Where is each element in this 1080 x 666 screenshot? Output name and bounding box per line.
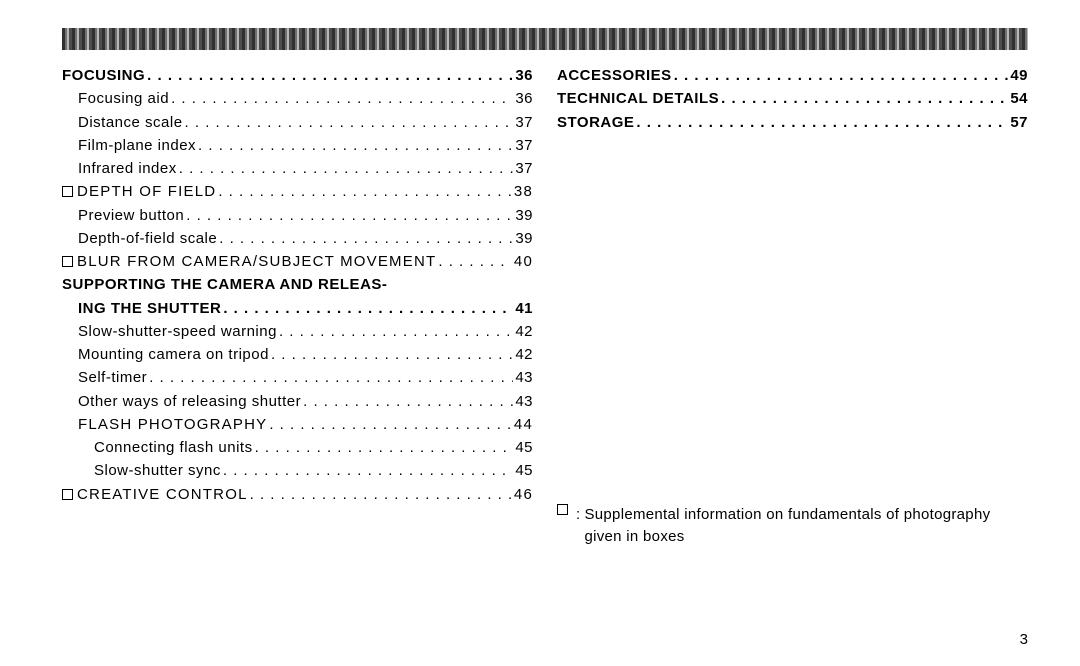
toc-columns: FOCUSING 36 Focusing aid 36 Distance scale 37… [62, 64, 1028, 549]
toc-entry: TECHNICAL DETAILS 54 [557, 87, 1028, 110]
toc-entry: FLASH PHOTOGRAPHY 44 [62, 413, 533, 436]
toc-entry-label: Slow-shutter sync [94, 459, 221, 482]
toc-entry-page: 36 [515, 64, 533, 87]
toc-entry: Film-plane index 37 [62, 134, 533, 157]
toc-entry-label: STORAGE [557, 111, 634, 134]
toc-entry-page: 40 [514, 250, 533, 273]
toc-entry: Preview button 39 [62, 204, 533, 227]
dot-leader [218, 180, 512, 203]
toc-entry-page: 39 [515, 204, 533, 227]
toc-entry-page: 37 [515, 157, 533, 180]
toc-entry-page: 41 [515, 297, 533, 320]
dot-leader [185, 111, 514, 134]
toc-entry-label: BLUR FROM CAMERA/SUBJECT MOVEMENT [62, 250, 436, 273]
toc-entry-page: 39 [515, 227, 533, 250]
toc-entry: Depth-of-field scale 39 [62, 227, 533, 250]
toc-entry: Infrared index 37 [62, 157, 533, 180]
toc-entry-page: 43 [515, 366, 533, 389]
dot-leader [223, 297, 513, 320]
dot-leader [721, 87, 1008, 110]
dot-leader [271, 343, 513, 366]
toc-entry-page: 43 [515, 390, 533, 413]
toc-entry-label: Other ways of releasing shutter [78, 390, 301, 413]
toc-entry: Other ways of releasing shutter 43 [62, 390, 533, 413]
toc-entry-label: ACCESSORIES [557, 64, 672, 87]
toc-entry-label: Slow-shutter-speed warning [78, 320, 277, 343]
toc-entry-page: 57 [1010, 111, 1028, 134]
toc-entry: DEPTH OF FIELD 38 [62, 180, 533, 203]
toc-entry-label: SUPPORTING THE CAMERA AND RELEAS- [62, 273, 387, 296]
toc-entry-page: 46 [514, 483, 533, 506]
box-marker-icon [62, 186, 73, 197]
dot-leader [198, 134, 513, 157]
toc-entry-page: 45 [515, 459, 533, 482]
dot-leader [255, 436, 514, 459]
toc-entry-label: Preview button [78, 204, 184, 227]
manual-toc-page: FOCUSING 36 Focusing aid 36 Distance scale 37… [0, 0, 1080, 666]
toc-entry-label: CREATIVE CONTROL [62, 483, 248, 506]
page-number: 3 [1020, 631, 1028, 648]
dot-leader [250, 483, 512, 506]
toc-entry: Mounting camera on tripod 42 [62, 343, 533, 366]
toc-entry-page: 42 [515, 320, 533, 343]
footnote-marker-icon [557, 504, 568, 515]
toc-entry-label: Film-plane index [78, 134, 196, 157]
dot-leader [674, 64, 1009, 87]
dot-leader [179, 157, 514, 180]
toc-left-column: FOCUSING 36 Focusing aid 36 Distance scale 37… [62, 64, 533, 549]
toc-entry-label: Connecting flash units [94, 436, 253, 459]
footnote-text: Supplemental information on fundamentals… [584, 504, 1028, 549]
toc-entry-page: 38 [514, 180, 533, 203]
toc-entry-label: Mounting camera on tripod [78, 343, 269, 366]
toc-entry-label: TECHNICAL DETAILS [557, 87, 719, 110]
toc-entry: ING THE SHUTTER 41 [62, 297, 533, 320]
toc-entry-label: Focusing aid [78, 87, 169, 110]
box-marker-icon [62, 489, 73, 500]
toc-entry: Slow-shutter-speed warning 42 [62, 320, 533, 343]
toc-entry: Focusing aid 36 [62, 87, 533, 110]
toc-entry: ACCESSORIES 49 [557, 64, 1028, 87]
toc-entry-page: 45 [515, 436, 533, 459]
toc-entry-page: 42 [515, 343, 533, 366]
toc-entry: Distance scale 37 [62, 111, 533, 134]
decorative-border [62, 28, 1028, 50]
toc-entry-label: Infrared index [78, 157, 177, 180]
toc-entry: BLUR FROM CAMERA/SUBJECT MOVEMENT 40 [62, 250, 533, 273]
toc-entry-label: FLASH PHOTOGRAPHY [78, 413, 267, 436]
dot-leader [149, 366, 513, 389]
toc-entry-label: Self-timer [78, 366, 147, 389]
dot-leader [147, 64, 513, 87]
toc-entry-label: Distance scale [78, 111, 183, 134]
footnote: : Supplemental information on fundamenta… [557, 504, 1028, 549]
dot-leader [219, 227, 513, 250]
dot-leader [186, 204, 513, 227]
toc-entry: Self-timer 43 [62, 366, 533, 389]
toc-entry-page: 37 [515, 111, 533, 134]
dot-leader [269, 413, 512, 436]
dot-leader [223, 459, 513, 482]
dot-leader [303, 390, 513, 413]
toc-entry: Slow-shutter sync 45 [62, 459, 533, 482]
toc-entry-page: 37 [515, 134, 533, 157]
toc-entry: Connecting flash units 45 [62, 436, 533, 459]
toc-right-column: ACCESSORIES 49 TECHNICAL DETAILS 54 STORAGE 5… [557, 64, 1028, 549]
toc-entry-label: ING THE SHUTTER [78, 297, 221, 320]
toc-entry-label: DEPTH OF FIELD [62, 180, 216, 203]
box-marker-icon [62, 256, 73, 267]
toc-entry-page: 54 [1010, 87, 1028, 110]
toc-entry: FOCUSING 36 [62, 64, 533, 87]
dot-leader [636, 111, 1008, 134]
toc-entry-page: 49 [1010, 64, 1028, 87]
toc-entry-page: 44 [514, 413, 533, 436]
dot-leader [171, 87, 513, 110]
dot-leader [438, 250, 512, 273]
toc-entry: STORAGE 57 [557, 111, 1028, 134]
toc-entry-label: Depth-of-field scale [78, 227, 217, 250]
toc-entry-page: 36 [515, 87, 533, 110]
dot-leader [279, 320, 513, 343]
toc-entry: CREATIVE CONTROL 46 [62, 483, 533, 506]
toc-entry-label: FOCUSING [62, 64, 145, 87]
toc-entry: SUPPORTING THE CAMERA AND RELEAS- [62, 273, 533, 296]
